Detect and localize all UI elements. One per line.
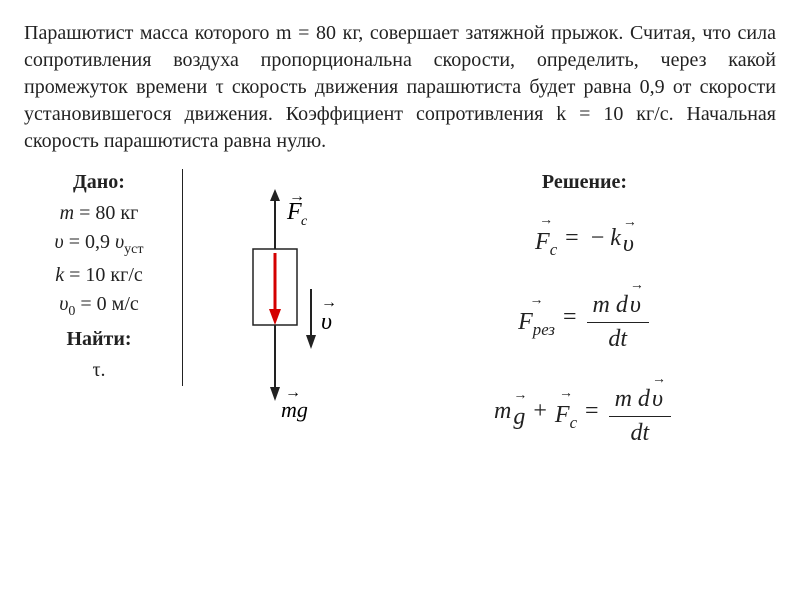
equation-2: →Fрез = m d→υ dt — [393, 279, 776, 355]
free-body-diagram: → F c → υ → mg — [183, 169, 383, 439]
find-value: τ. — [24, 357, 174, 384]
svg-text:F: F — [286, 199, 302, 225]
content-row: Дано: m = 80 кг υ = 0,9 υуст k = 10 кг/с… — [24, 169, 776, 467]
given-row: m = 80 кг — [24, 200, 174, 227]
svg-text:υ: υ — [321, 309, 332, 335]
given-header: Дано: — [24, 169, 174, 196]
solution-block: Решение: →Fc = −k →υ →Fрез = m d→υ dt m … — [383, 169, 776, 467]
given-block: Дано: m = 80 кг υ = 0,9 υуст k = 10 кг/с… — [24, 169, 183, 386]
given-row: k = 10 кг/с — [24, 262, 174, 289]
given-row: υ0 = 0 м/с — [24, 291, 174, 322]
solution-header: Решение: — [393, 169, 776, 196]
given-row: υ = 0,9 υуст — [24, 229, 174, 260]
equation-3: m →g + →Fc = m d→υ dt — [393, 373, 776, 449]
equation-1: →Fc = −k →υ — [393, 214, 776, 261]
svg-text:mg: mg — [281, 397, 308, 422]
find-header: Найти: — [24, 326, 174, 353]
svg-text:c: c — [301, 214, 308, 229]
diagram-svg: → F c → υ → mg — [203, 179, 363, 439]
problem-statement: Парашютист масса которого m = 80 кг, сов… — [24, 20, 776, 155]
